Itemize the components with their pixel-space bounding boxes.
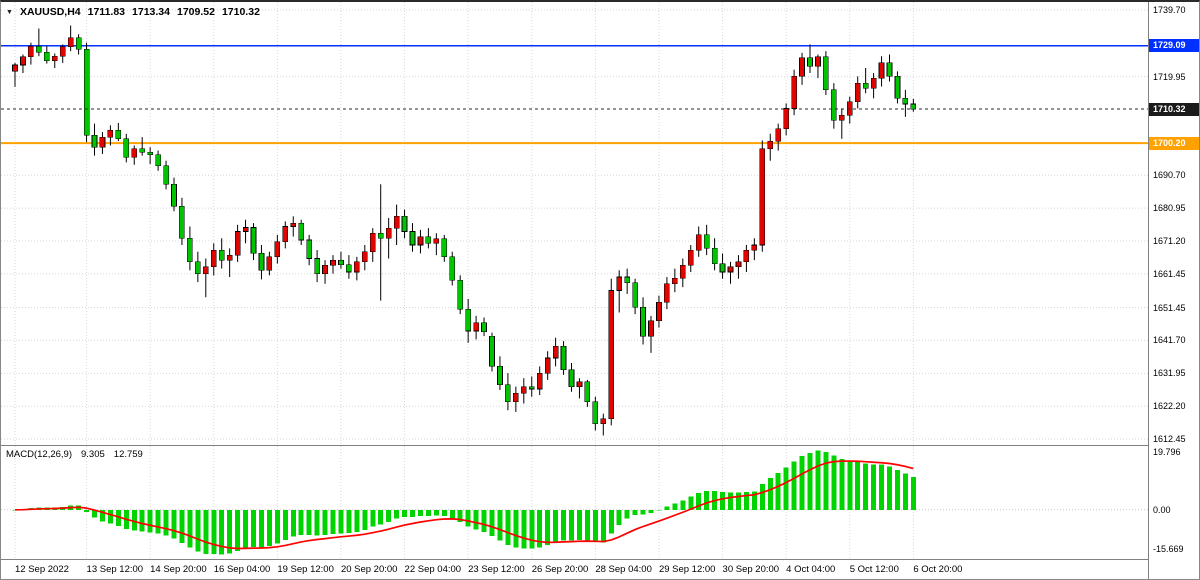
time-label: 23 Sep 12:00 — [468, 564, 525, 575]
price-badge: 1710.32 — [1149, 102, 1199, 116]
price-tick-label: 1631.95 — [1153, 368, 1186, 379]
time-label: 5 Oct 12:00 — [849, 564, 899, 575]
time-label: 16 Sep 04:00 — [213, 564, 271, 575]
pane-separator[interactable] — [1, 445, 1199, 446]
time-label: 13 Sep 12:00 — [86, 564, 144, 575]
price-tick-label: 1612.45 — [1153, 434, 1186, 445]
bar-low-value: 1709.52 — [176, 6, 215, 18]
bar-close-value: 1710.32 — [221, 6, 260, 18]
macd-main-value: 9.305 — [81, 449, 105, 460]
price-tick-label: 1651.45 — [1153, 302, 1186, 313]
time-label: 12 Sep 2022 — [15, 564, 69, 575]
price-tick-label: 1641.70 — [1153, 335, 1186, 346]
price-badge: 1700.20 — [1149, 136, 1199, 150]
time-label: 29 Sep 12:00 — [658, 564, 716, 575]
price-axis[interactable]: 1739.70 1719.95 1690.70 1680.95 1671.20 1661.… — [1148, 2, 1199, 579]
time-label: 22 Sep 04:00 — [404, 564, 462, 575]
macd-axis-label: -15.669 — [1153, 544, 1184, 554]
symbol-info-bar: ▼ XAUUSD,H4 1711.83 1713.34 1709.52 1710… — [6, 6, 260, 18]
macd-name: MACD(12,26,9) — [6, 449, 72, 460]
time-label: 14 Sep 20:00 — [150, 564, 207, 575]
time-label: 30 Sep 20:00 — [722, 564, 780, 575]
price-badge: 1729.09 — [1149, 39, 1199, 53]
macd-indicator-label: MACD(12,26,9) 9.305 12.759 — [6, 449, 143, 460]
bar-open-value: 1711.83 — [87, 6, 126, 18]
axis-separator[interactable] — [1, 559, 1199, 560]
symbol-dropdown-icon[interactable]: ▼ — [6, 8, 13, 16]
price-tick-label: 1661.45 — [1153, 268, 1186, 279]
time-label: 19 Sep 12:00 — [277, 564, 334, 575]
macd-axis-label: 19.796 — [1153, 446, 1181, 457]
price-tick-label: 1622.20 — [1153, 401, 1186, 412]
price-tick-label: 1719.95 — [1153, 71, 1186, 82]
price-tick-label: 1671.20 — [1153, 235, 1186, 246]
time-label: 20 Sep 20:00 — [340, 564, 398, 575]
time-label: 26 Sep 20:00 — [531, 564, 589, 575]
macd-axis-label: 0.00 — [1153, 504, 1171, 515]
time-label: 6 Oct 20:00 — [913, 564, 963, 575]
price-tick-label: 1690.70 — [1153, 170, 1186, 181]
time-label: 4 Oct 04:00 — [786, 564, 836, 575]
time-label: 28 Sep 04:00 — [595, 564, 652, 575]
time-axis[interactable]: 12 Sep 2022 13 Sep 12:00 14 Sep 20:00 16 Se… — [1, 560, 1148, 579]
price-tick-label: 1739.70 — [1153, 4, 1186, 15]
bar-high-value: 1713.34 — [132, 6, 170, 18]
macd-signal-value: 12.759 — [113, 449, 143, 460]
price-chart-canvas[interactable] — [1, 2, 1148, 559]
symbol-timeframe-label: XAUUSD,H4 — [19, 6, 81, 18]
price-tick-label: 1680.95 — [1153, 203, 1186, 214]
